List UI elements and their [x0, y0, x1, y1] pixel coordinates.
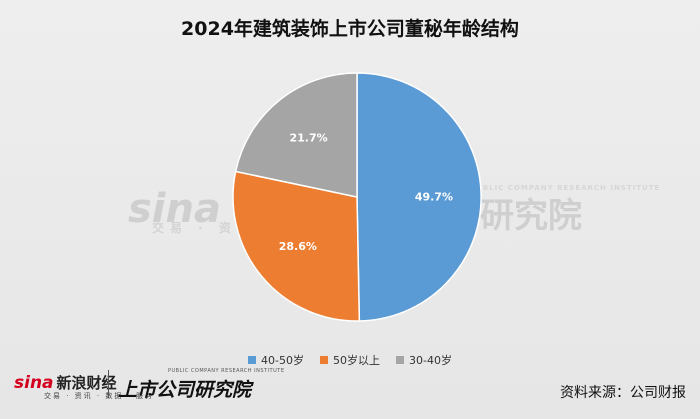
pie-slice-1	[356, 72, 482, 322]
legend-item-2: 50岁以上	[320, 352, 380, 368]
pie-slice-label-1: 49.7%	[415, 190, 453, 203]
sina-finance-name: 新浪财经	[56, 374, 117, 392]
pie-labels: 49.7% 28.6% 21.7%	[279, 131, 453, 253]
pie-slice-3	[234, 72, 358, 198]
footer-divider	[108, 370, 109, 398]
legend-swatch-1	[248, 356, 257, 364]
legend-item-1: 40-50岁	[248, 352, 304, 368]
pie-slice-label-2: 28.6%	[279, 240, 317, 253]
legend-label-2: 50岁以上	[333, 354, 380, 367]
chart-legend: 40-50岁 50岁以上 30-40岁	[0, 352, 700, 368]
legend-item-3: 30-40岁	[396, 352, 452, 368]
pie-slice-label-3: 21.7%	[290, 131, 328, 144]
legend-swatch-3	[396, 356, 404, 364]
sina-logo-mark: sina	[14, 372, 54, 393]
sina-finance-sub: 交易 · 资讯 · 数据 · 服务	[44, 392, 155, 400]
legend-label-3: 30-40岁	[409, 354, 452, 367]
institute-english-name: PUBLIC COMPANY RESEARCH INSTITUTE	[168, 368, 285, 374]
chart-title: 2024年建筑装饰上市公司董秘年龄结构	[181, 18, 519, 40]
watermark-sina-sub: 交易 · 资讯	[152, 221, 255, 235]
legend-swatch-2	[320, 356, 328, 364]
data-source: 资料来源：公司财报	[560, 385, 686, 401]
sina-finance-logo: sina 新浪财经 交易 · 资讯 · 数据 · 服务	[14, 372, 152, 401]
institute-logo: 上市公司研究院	[118, 379, 252, 401]
watermark-institute: 研究院	[480, 196, 582, 236]
pie-slice-2	[232, 170, 361, 322]
legend-label-1: 40-50岁	[261, 354, 304, 367]
pie-slices	[232, 72, 482, 322]
watermark-institute-en: PUBLIC COMPANY RESEARCH INSTITUTE	[470, 184, 661, 192]
